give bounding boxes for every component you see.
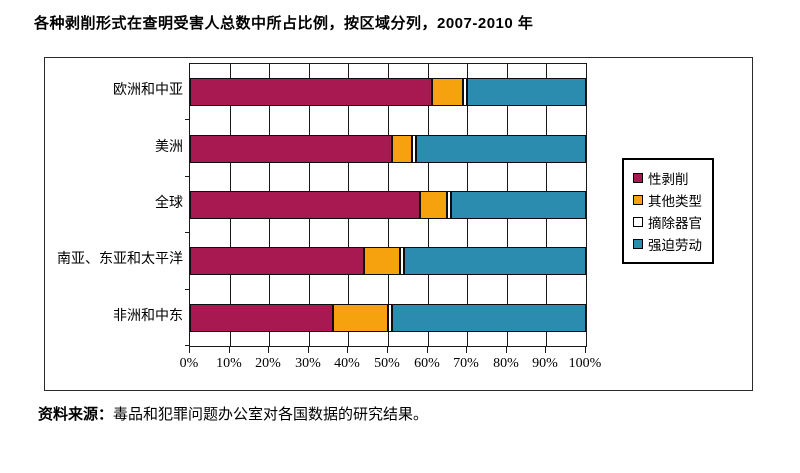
legend-label: 强迫劳动 — [648, 238, 702, 253]
bar-segment — [415, 135, 586, 163]
category-label: 全球 — [155, 196, 183, 211]
x-tick-label: 30% — [295, 356, 321, 371]
y-axis-tick — [185, 289, 190, 290]
bar-segment — [419, 191, 448, 219]
x-axis-tick — [268, 347, 269, 353]
legend-item: 摘除器官 — [633, 211, 708, 233]
bar-segment — [190, 304, 333, 332]
bar-row — [190, 191, 586, 219]
bar-segment — [392, 304, 586, 332]
bar-segment — [364, 247, 400, 275]
legend-item: 其他类型 — [633, 189, 708, 211]
y-axis-tick — [185, 232, 190, 233]
bar-segment — [332, 304, 388, 332]
y-axis-tick — [185, 345, 190, 346]
legend-label: 摘除器官 — [648, 216, 702, 231]
x-axis-tick — [545, 347, 546, 353]
category-label: 美洲 — [155, 140, 183, 155]
x-tick-label: 0% — [179, 356, 199, 371]
x-axis-tick — [506, 347, 507, 353]
bar-segment — [190, 247, 365, 275]
bar-segment — [431, 78, 464, 106]
x-tick-label: 50% — [374, 356, 400, 371]
bar-segment — [190, 191, 420, 219]
bar-segment — [403, 247, 586, 275]
x-axis-tick — [466, 347, 467, 353]
bar-row — [190, 78, 586, 106]
source-text: 毒品和犯罪问题办公室对各国数据的研究结果。 — [113, 407, 429, 423]
x-axis-tick — [229, 347, 230, 353]
x-axis-tick — [189, 347, 190, 353]
x-axis-tick — [347, 347, 348, 353]
chart-title: 各种剥削形式在查明受害人总数中所占比例，按区域分列，2007-2010 年 — [34, 15, 534, 32]
bar-segment — [463, 78, 468, 106]
bar-row — [190, 304, 586, 332]
x-tick-label: 90% — [532, 356, 558, 371]
bar-segment — [388, 304, 392, 332]
category-label: 非洲和中东 — [113, 309, 183, 324]
x-axis-tick — [308, 347, 309, 353]
x-tick-label: 100% — [568, 356, 602, 371]
legend: 性剥削其他类型摘除器官强迫劳动 — [622, 158, 714, 264]
legend-item: 性剥削 — [633, 167, 708, 189]
x-tick-label: 80% — [493, 356, 519, 371]
legend-item: 强迫劳动 — [633, 233, 708, 255]
bar-segment — [451, 191, 586, 219]
x-tick-label: 70% — [453, 356, 479, 371]
category-label: 南亚、东亚和太平洋 — [57, 252, 183, 267]
x-tick-label: 60% — [414, 356, 440, 371]
plot-area — [189, 63, 587, 347]
x-tick-label: 40% — [334, 356, 360, 371]
bar-row — [190, 135, 586, 163]
bar-segment — [190, 78, 432, 106]
bar-segment — [399, 247, 404, 275]
bar-segment — [467, 78, 586, 106]
bar-segment — [411, 135, 416, 163]
category-label: 欧洲和中亚 — [113, 83, 183, 98]
bar-row — [190, 247, 586, 275]
bar-segment — [190, 135, 392, 163]
bar-segment — [392, 135, 412, 163]
x-axis-tick — [427, 347, 428, 353]
legend-label: 性剥削 — [648, 172, 689, 187]
x-axis-tick — [585, 347, 586, 353]
x-axis-tick — [387, 347, 388, 353]
legend-label: 其他类型 — [648, 194, 702, 209]
legend-swatch-icon — [633, 217, 643, 227]
x-tick-label: 10% — [216, 356, 242, 371]
legend-swatch-icon — [633, 239, 643, 249]
legend-swatch-icon — [633, 195, 643, 205]
legend-swatch-icon — [633, 173, 643, 183]
y-axis-tick — [185, 119, 190, 120]
source-line: 资料来源：毒品和犯罪问题办公室对各国数据的研究结果。 — [38, 403, 428, 424]
y-axis-tick — [185, 176, 190, 177]
source-label: 资料来源： — [38, 406, 114, 423]
bar-segment — [447, 191, 452, 219]
x-tick-label: 20% — [255, 356, 281, 371]
